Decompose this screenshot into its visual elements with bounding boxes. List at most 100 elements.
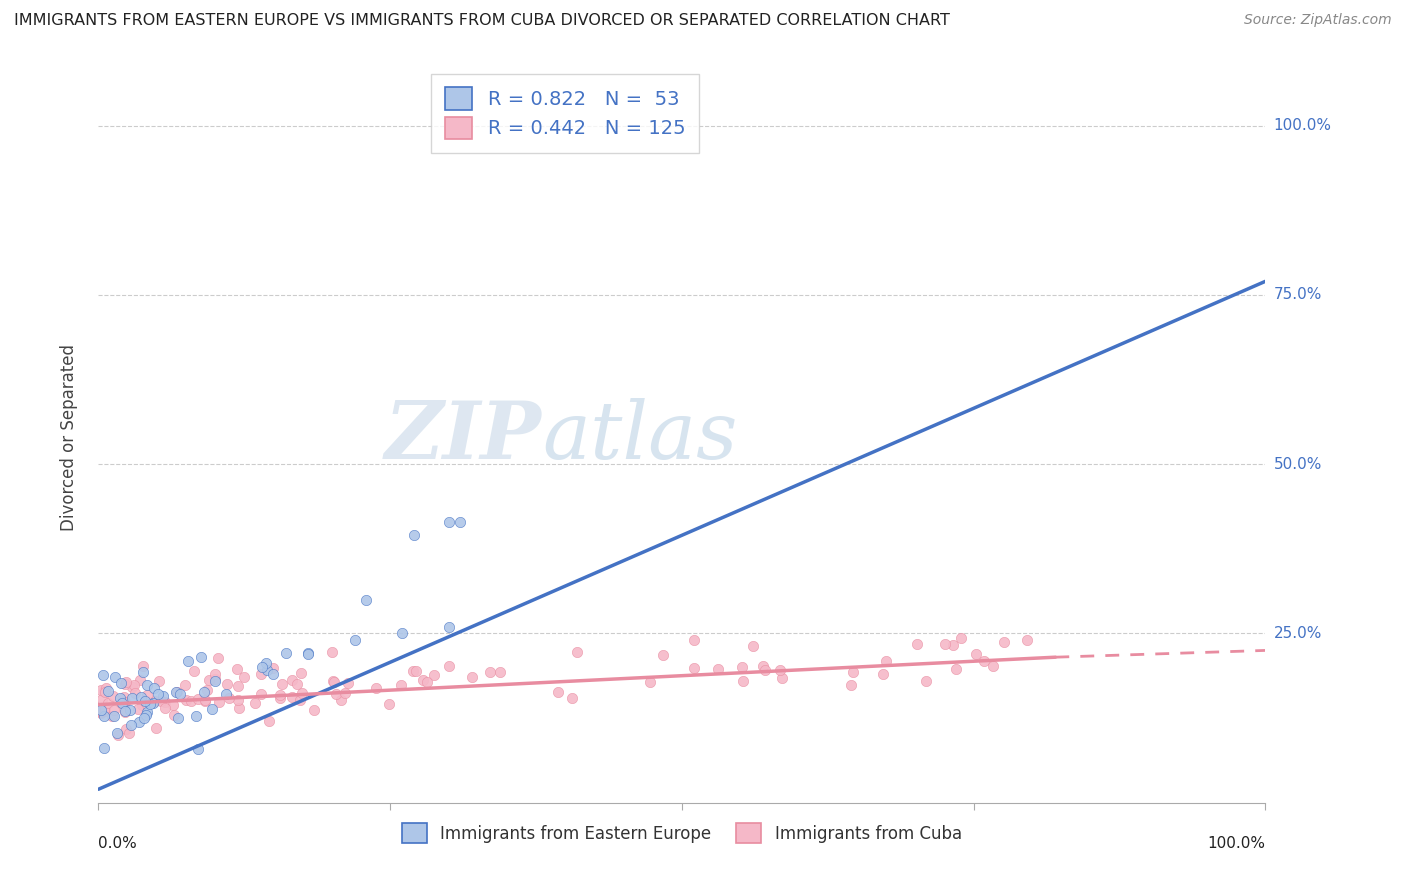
Point	[249, 687, 271, 701]
Point	[281, 690, 304, 705]
Point	[274, 646, 297, 660]
Point	[180, 694, 202, 708]
Point	[148, 674, 170, 689]
Point	[731, 660, 754, 674]
Point	[437, 620, 460, 634]
Point	[118, 726, 141, 740]
Point	[269, 688, 291, 702]
Point	[405, 664, 427, 678]
Point	[204, 673, 226, 688]
Point	[839, 678, 862, 692]
Point	[204, 667, 226, 681]
Point	[93, 709, 115, 723]
Text: 75.0%: 75.0%	[1274, 287, 1322, 302]
Point	[983, 659, 1005, 673]
Point	[90, 683, 112, 698]
Point	[215, 687, 238, 701]
Point	[132, 659, 155, 673]
Point	[269, 691, 291, 706]
Point	[479, 665, 502, 679]
Point	[184, 709, 207, 723]
Point	[90, 705, 112, 719]
Point	[402, 664, 425, 678]
Point	[165, 684, 187, 698]
Point	[120, 703, 142, 717]
Point	[101, 689, 124, 703]
Point	[190, 649, 212, 664]
Point	[215, 677, 238, 691]
Point	[131, 665, 153, 679]
Point	[155, 701, 177, 715]
Point	[243, 696, 266, 710]
Point	[259, 714, 281, 728]
Point	[114, 695, 136, 709]
Point	[225, 662, 247, 676]
Point	[187, 741, 209, 756]
Point	[103, 703, 125, 717]
Point	[90, 691, 112, 706]
Point	[934, 636, 956, 650]
Point	[177, 654, 200, 668]
Point	[207, 651, 229, 665]
Point	[198, 673, 221, 688]
Point	[136, 688, 159, 702]
Point	[121, 690, 143, 705]
Point	[323, 675, 346, 690]
Point	[136, 705, 159, 719]
Point	[993, 634, 1015, 648]
Point	[226, 679, 249, 693]
Point	[174, 693, 197, 707]
Point	[335, 686, 357, 700]
Point	[754, 663, 776, 677]
Point	[489, 665, 512, 679]
Point	[114, 705, 136, 719]
Point	[449, 515, 471, 529]
Point	[942, 638, 965, 652]
Point	[107, 728, 129, 742]
Point	[127, 702, 149, 716]
Point	[163, 708, 186, 723]
Point	[731, 673, 754, 688]
Point	[752, 659, 775, 673]
Point	[842, 665, 865, 679]
Point	[194, 694, 217, 708]
Point	[90, 703, 112, 717]
Point	[201, 702, 224, 716]
Point	[139, 698, 162, 712]
Point	[93, 740, 115, 755]
Point	[682, 632, 704, 647]
Point	[143, 694, 166, 708]
Point	[389, 677, 412, 691]
Point	[97, 696, 120, 710]
Point	[285, 676, 308, 690]
Point	[337, 676, 360, 690]
Point	[121, 680, 143, 694]
Text: 25.0%: 25.0%	[1274, 626, 1322, 641]
Point	[136, 678, 159, 692]
Text: atlas: atlas	[541, 399, 737, 475]
Point	[547, 684, 569, 698]
Point	[152, 690, 174, 704]
Point	[93, 684, 115, 698]
Point	[325, 687, 347, 701]
Point	[321, 645, 343, 659]
Point	[565, 645, 588, 659]
Point	[291, 685, 314, 699]
Point	[304, 703, 326, 717]
Point	[110, 696, 132, 710]
Point	[112, 695, 135, 709]
Point	[439, 658, 461, 673]
Point	[288, 693, 311, 707]
Point	[91, 668, 114, 682]
Point	[297, 647, 319, 661]
Point	[150, 694, 173, 708]
Point	[872, 667, 894, 681]
Point	[174, 678, 197, 692]
Point	[94, 701, 117, 715]
Point	[105, 726, 128, 740]
Point	[110, 691, 132, 706]
Point	[94, 685, 117, 699]
Point	[280, 673, 302, 687]
Point	[114, 704, 136, 718]
Point	[423, 667, 446, 681]
